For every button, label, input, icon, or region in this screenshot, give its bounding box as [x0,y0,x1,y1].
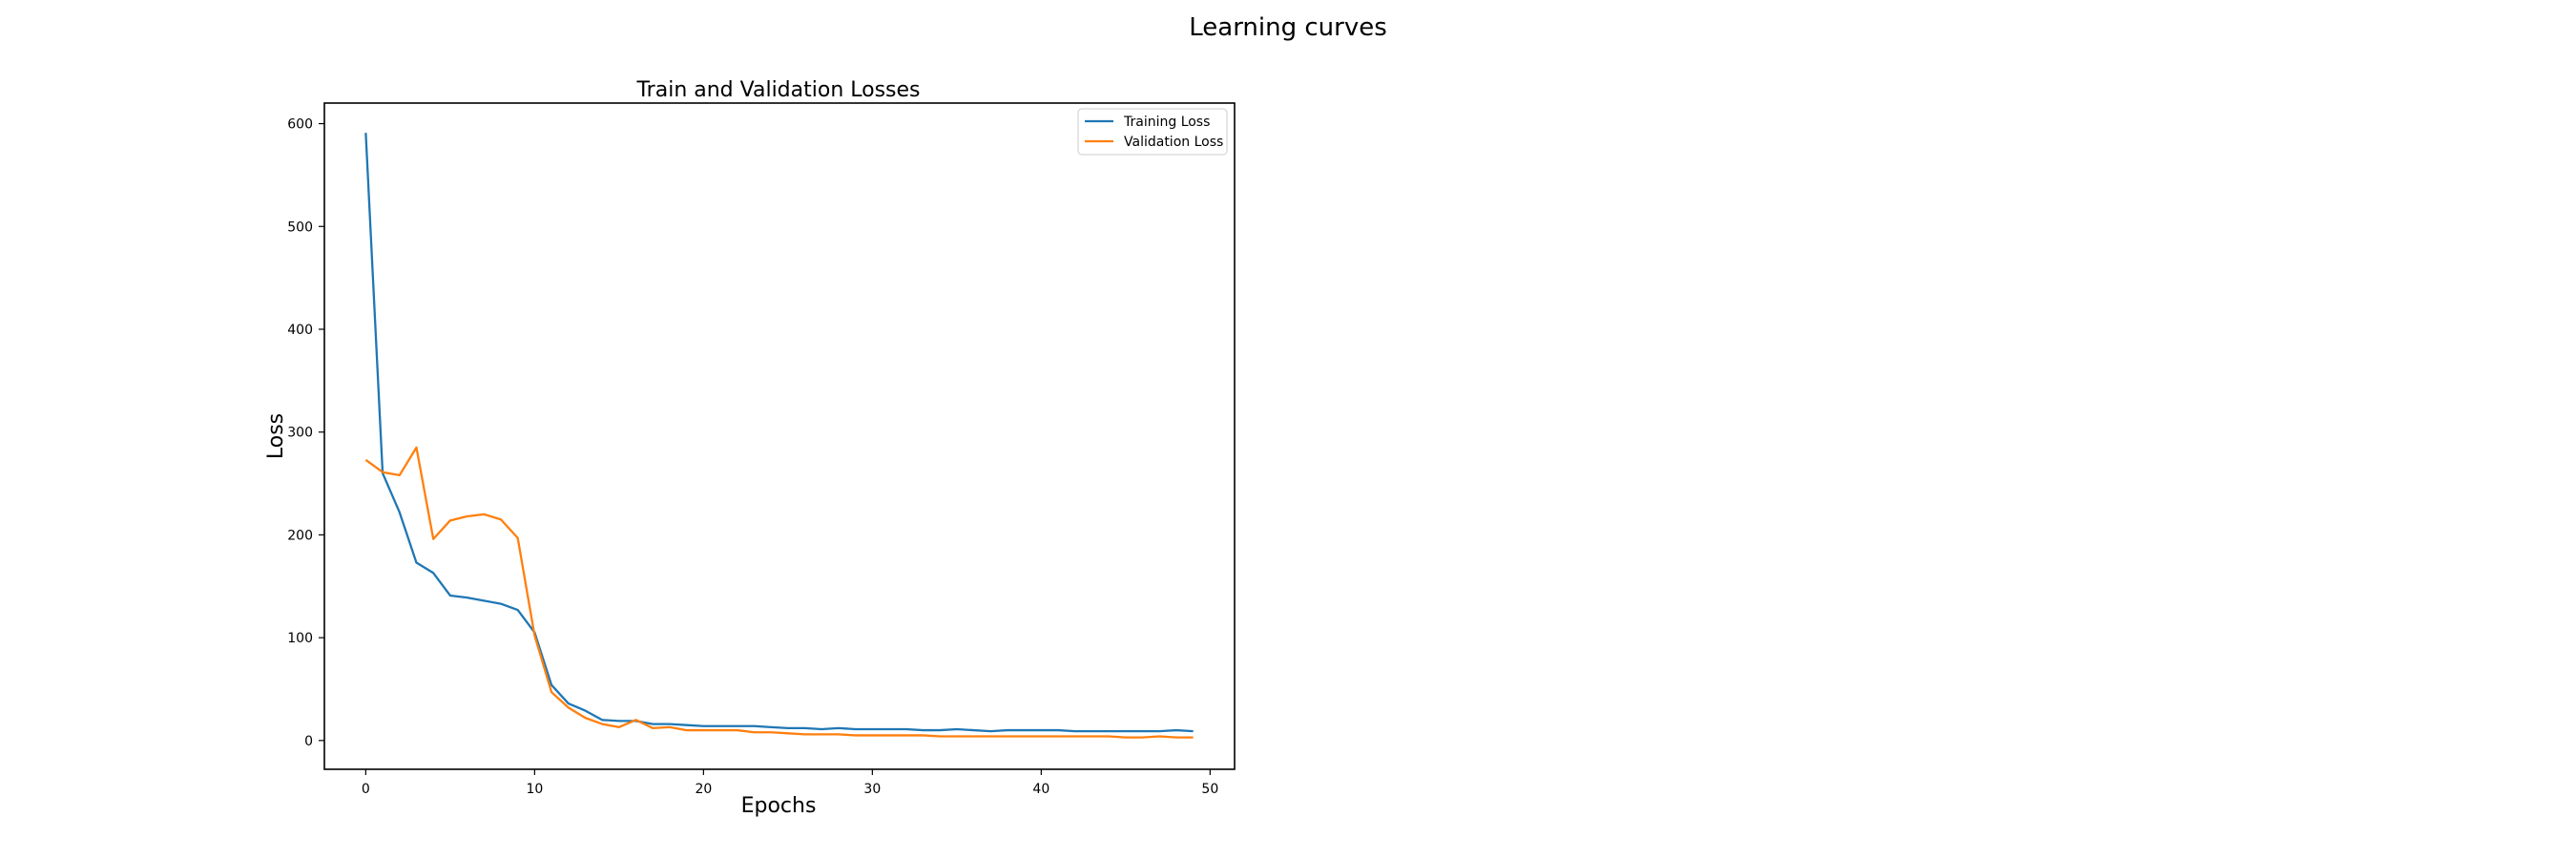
plot-area [364,133,1194,739]
x-tick-label: 50 [1201,782,1218,797]
series-lines [364,133,1194,739]
validation-loss-line [364,446,1194,739]
training-loss-line [364,133,1194,733]
y-tick-label: 0 [304,734,313,749]
y-tick-label: 500 [287,220,313,235]
x-axis-label: Epochs [741,794,817,818]
y-axis-ticks: 0 100 200 300 400 500 600 [287,117,324,749]
y-tick-label: 600 [287,117,313,133]
y-tick-label: 200 [287,528,313,543]
x-tick-label: 30 [863,782,881,797]
axes-frame [323,102,1236,770]
x-tick-label: 10 [526,782,543,797]
x-tick-label: 20 [695,782,712,797]
x-tick-label: 40 [1032,782,1049,797]
y-tick-label: 100 [287,631,313,646]
legend-label-training: Training Loss [1123,115,1210,130]
y-tick-label: 300 [287,426,313,441]
chart-title: Train and Validation Losses [635,78,920,102]
x-axis-ticks: 0 10 20 30 40 50 [362,769,1218,797]
y-tick-label: 400 [287,323,313,338]
figure-suptitle: Learning curves [1189,13,1387,42]
legend-label-validation: Validation Loss [1124,135,1223,150]
y-axis-label: Loss [264,413,288,459]
legend: Training Loss Validation Loss [1077,108,1228,156]
legend-frame [1077,108,1228,156]
x-tick-label: 0 [362,782,370,797]
